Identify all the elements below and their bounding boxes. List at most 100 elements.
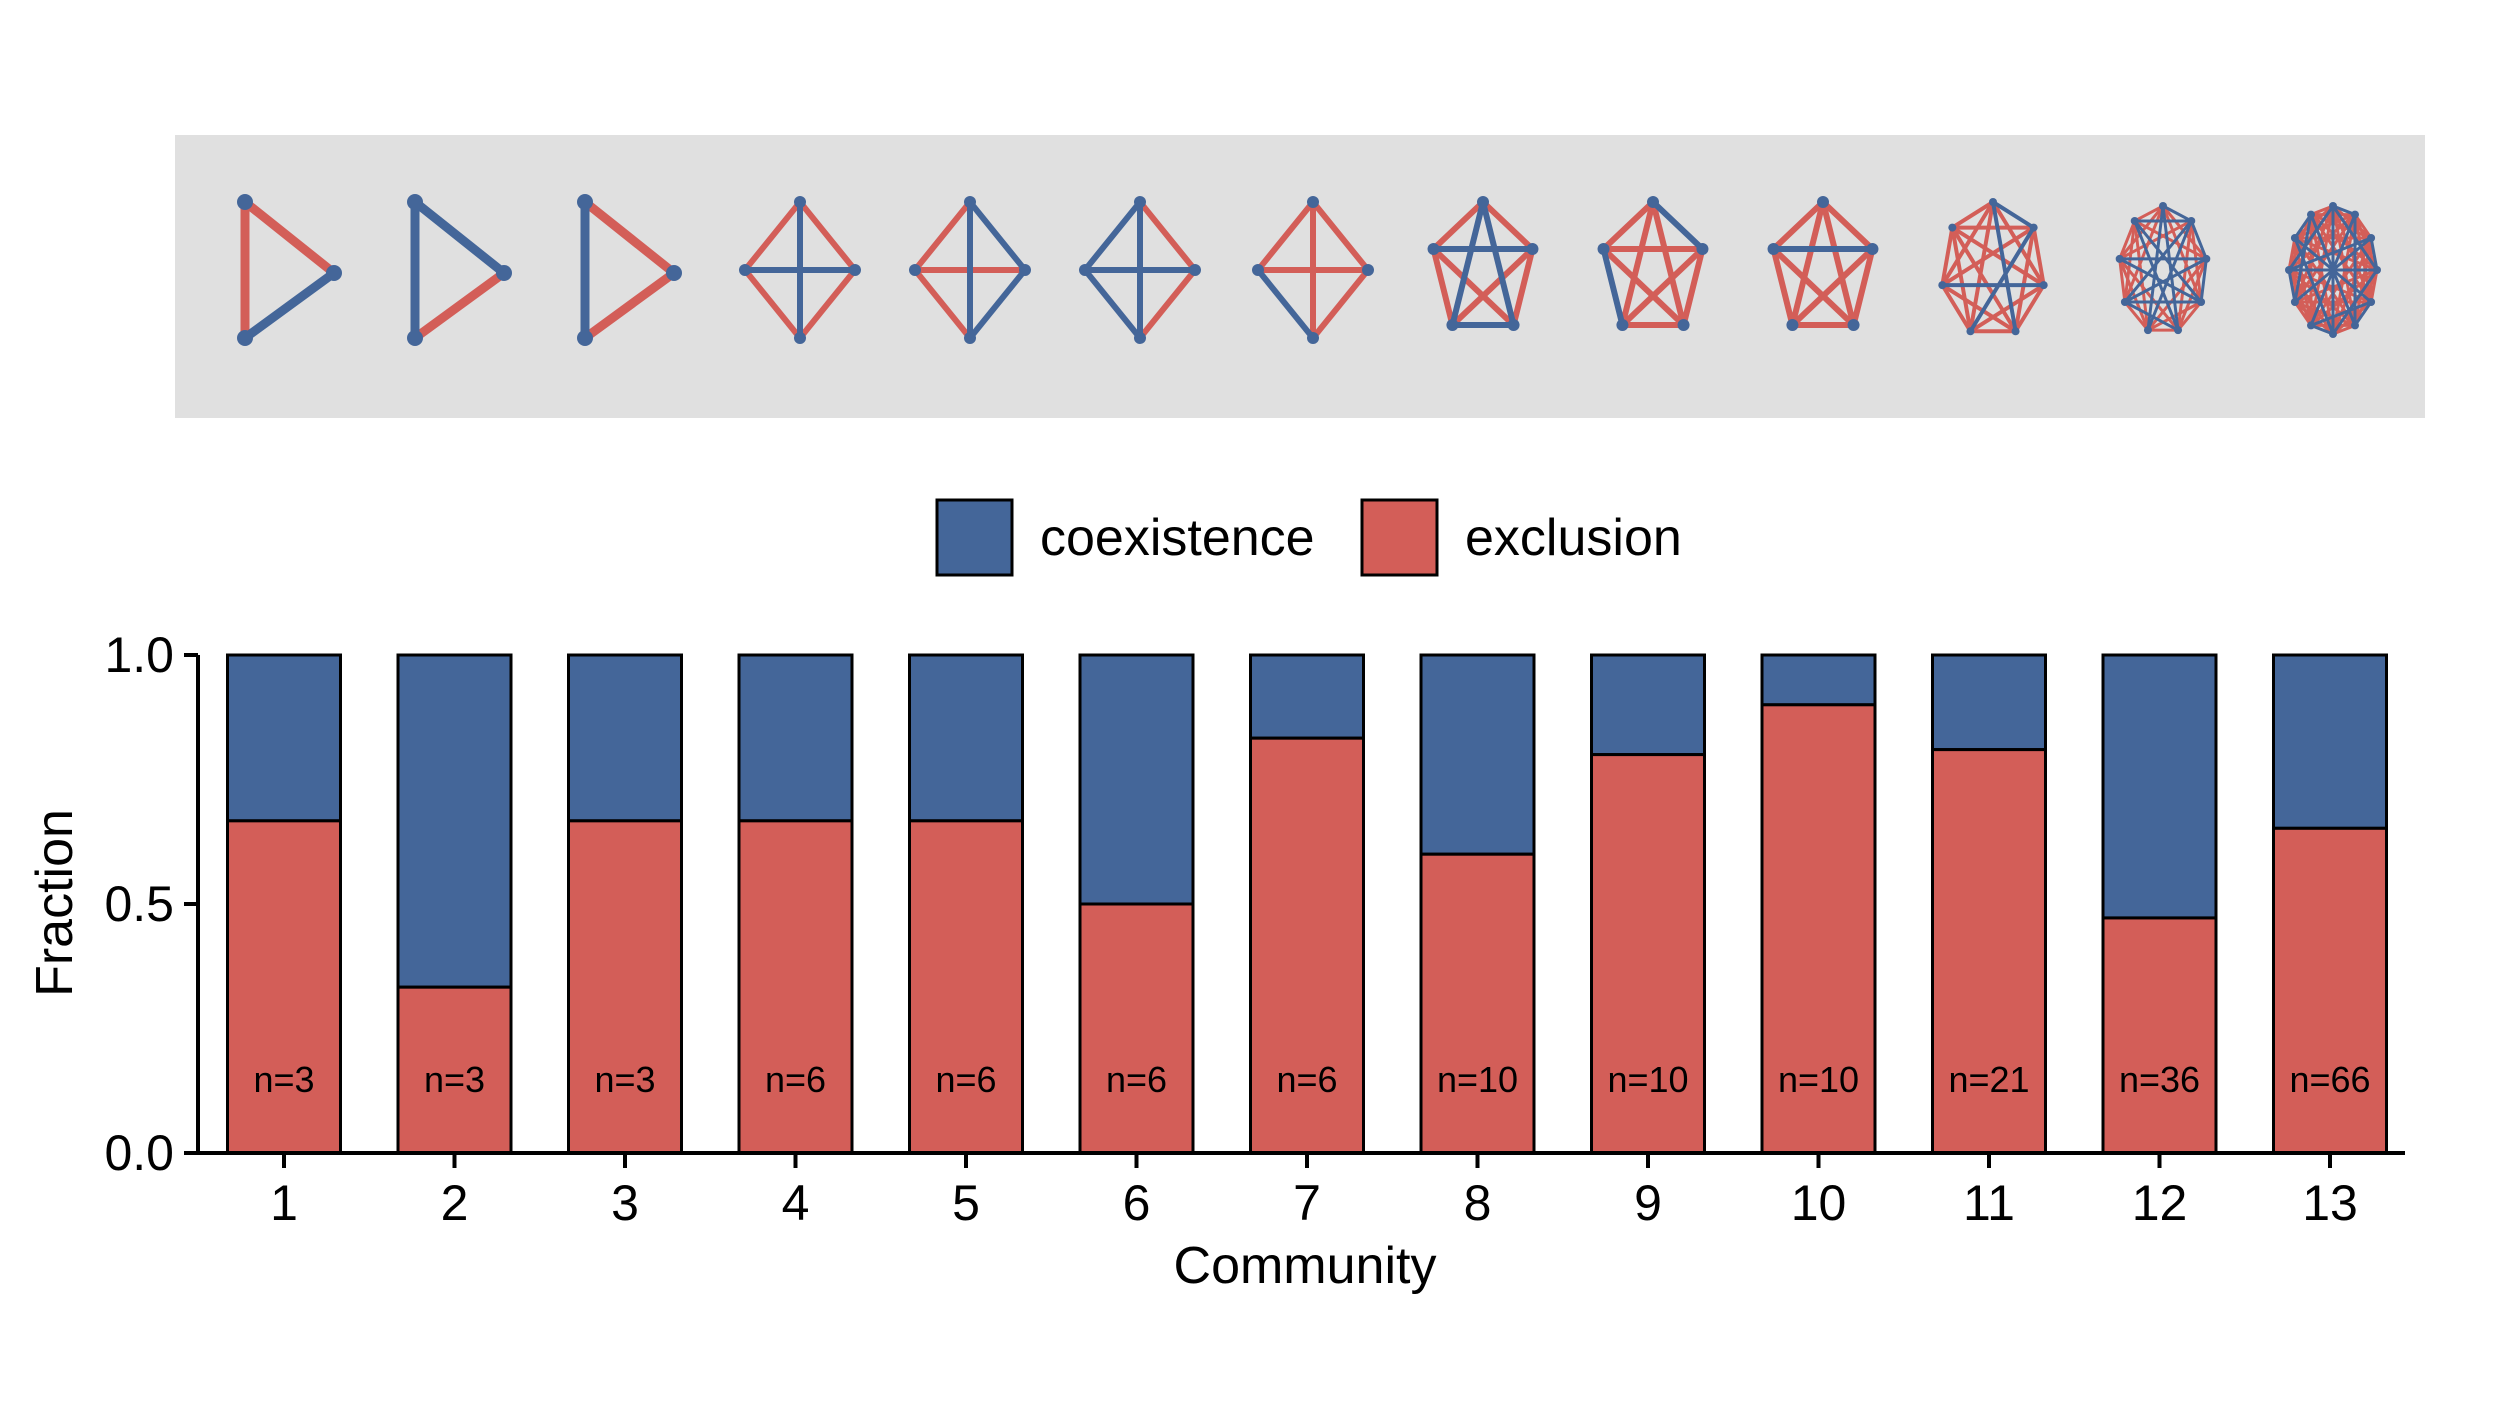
network-node <box>1938 281 1947 290</box>
network-edge <box>2031 225 2046 288</box>
bar-exclusion-2 <box>396 985 513 1155</box>
network-edge <box>1940 283 1973 334</box>
x-tick-label-3: 3 <box>611 1175 639 1231</box>
network-node <box>1427 242 1440 255</box>
n-label-7: n=6 <box>1276 1059 1337 1100</box>
network-edge <box>967 267 1028 341</box>
network-edge <box>1968 283 2046 334</box>
network-edge <box>1449 245 1536 329</box>
x-ticks: 1 2 3 4 5 6 7 8 9 10 11 12 13 <box>270 1153 2358 1231</box>
network-edge <box>1600 245 1626 329</box>
network-edge <box>1950 225 2018 334</box>
network-edge <box>1619 245 1706 329</box>
network-community-1 <box>237 194 342 346</box>
bar-exclusion-6 <box>1078 902 1195 1155</box>
network-diagrams <box>237 194 2381 346</box>
bar-exclusion-12 <box>2101 916 2218 1155</box>
bar-coexistence-1 <box>226 653 342 823</box>
bar-coexistence-7 <box>1249 653 1365 740</box>
network-node <box>1362 264 1374 276</box>
network-edge <box>1950 225 2046 288</box>
x-tick-label-9: 9 <box>1634 1175 1662 1231</box>
network-node <box>794 332 806 344</box>
legend-swatch-coexistence <box>935 498 1014 577</box>
network-node <box>1948 223 1957 232</box>
network-edge <box>1940 225 1955 288</box>
network-node <box>407 194 423 210</box>
network-edge <box>2123 300 2180 332</box>
x-tick-label-12: 12 <box>2132 1175 2188 1231</box>
n-label-9: n=10 <box>1607 1059 1688 1100</box>
network-edge <box>580 268 679 343</box>
network-edge <box>410 268 509 343</box>
network-node <box>2290 298 2299 306</box>
bar-exclusion-3 <box>567 819 683 1155</box>
network-edge <box>2293 236 2335 336</box>
n-label-11: n=21 <box>1948 1059 2029 1100</box>
network-node <box>1307 332 1319 344</box>
network-node <box>1966 327 1975 336</box>
x-tick-label-4: 4 <box>782 1175 810 1231</box>
network-node <box>1134 196 1146 208</box>
network-edge <box>1650 199 1706 252</box>
network-edge <box>1310 267 1371 341</box>
bar-coexistence-5 <box>908 653 1024 823</box>
bar-coexistence-13 <box>2272 653 2388 830</box>
x-tick-label-10: 10 <box>1791 1175 1847 1231</box>
x-tick-label-5: 5 <box>952 1175 980 1231</box>
network-edge <box>2309 213 2373 304</box>
network-edge <box>2123 219 2137 304</box>
network-node <box>2115 254 2124 263</box>
network-node <box>849 264 861 276</box>
bar-coexistence-12 <box>2101 653 2218 920</box>
network-edge <box>2353 300 2373 327</box>
network-node <box>1767 242 1780 255</box>
network-edge <box>1480 199 1517 329</box>
network-node <box>2143 326 2152 335</box>
network-edge <box>1940 225 2036 288</box>
bar-exclusion-1 <box>226 819 342 1155</box>
network-node <box>1134 332 1146 344</box>
network-edge <box>1820 199 1876 252</box>
network-node <box>739 264 751 276</box>
network-edge <box>2309 213 2373 240</box>
network-node <box>2290 234 2299 242</box>
network-edge <box>1991 200 2046 288</box>
network-edge <box>2118 257 2150 332</box>
network-edge <box>1430 245 1517 329</box>
network-node <box>2202 254 2211 263</box>
network-edge <box>1255 267 1316 341</box>
x-axis-title: Community <box>1174 1237 1437 1295</box>
network-edge <box>912 199 973 273</box>
network-edge <box>797 267 858 341</box>
network-node <box>1847 319 1860 332</box>
n-label-4: n=6 <box>765 1059 826 1100</box>
network-node <box>2329 330 2337 338</box>
network-edge <box>1950 200 1995 230</box>
y-tick-label-0.5: 0.5 <box>104 876 174 932</box>
network-node <box>1616 319 1629 332</box>
network-edge <box>410 197 509 278</box>
network-node <box>2367 298 2376 306</box>
network-edge <box>1082 199 1143 273</box>
x-tick-label-11: 11 <box>1963 1175 2015 1231</box>
network-node <box>2373 266 2381 274</box>
network-community-4 <box>739 196 861 344</box>
network-edge <box>1940 200 1995 288</box>
network-edge <box>1137 267 1198 341</box>
network-node <box>2120 298 2129 306</box>
network-node <box>1817 196 1829 208</box>
network-edge <box>2146 204 2165 332</box>
bar-exclusion-8 <box>1419 852 1536 1155</box>
network-edge <box>1430 199 1486 252</box>
network-edge <box>2118 219 2137 261</box>
legend: coexistence exclusion <box>935 498 1682 577</box>
network-edge <box>1991 200 2036 230</box>
network-community-6 <box>1079 196 1201 344</box>
network-edge <box>2293 213 2313 304</box>
network-community-9 <box>1597 196 1709 332</box>
network-node <box>1647 196 1659 208</box>
network-node <box>1677 319 1690 332</box>
bar-coexistence-11 <box>1931 653 2047 752</box>
network-node <box>1866 242 1879 255</box>
